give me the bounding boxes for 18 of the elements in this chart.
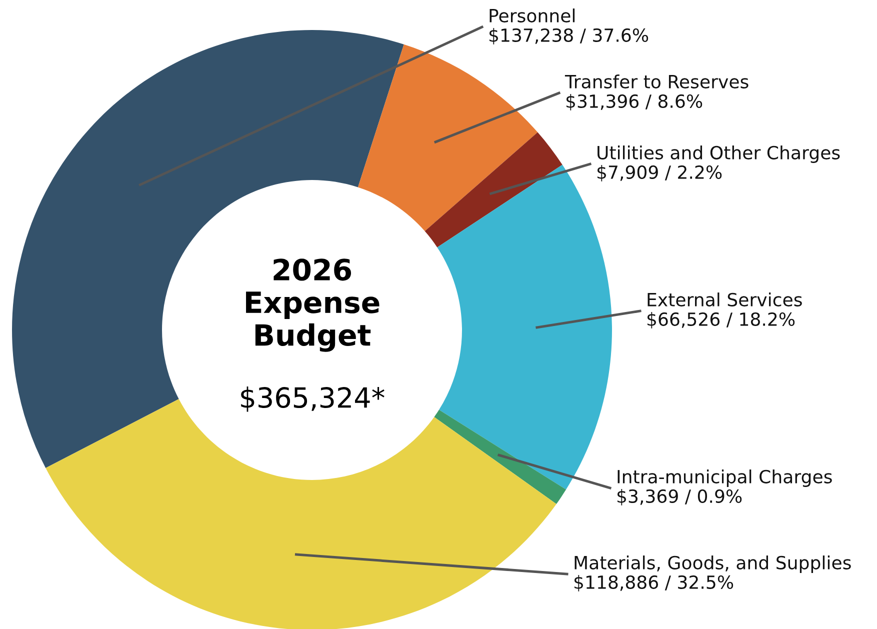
text: 2026 Expense Budget: [246, 258, 380, 352]
donut-slice: [424, 132, 562, 248]
slice-label: External Services: [648, 292, 802, 306]
data-label: $7,909 / 2.2%: [598, 165, 722, 182]
data-label: $3,369 / 0.9%: [618, 489, 742, 506]
data-label: $66,526 / 18.2%: [648, 312, 795, 328]
donut-slice: [358, 44, 538, 232]
data-label: $137,238 / 37.6%: [490, 28, 648, 44]
slice-label: Transfer to Reserves: [564, 74, 748, 88]
slice-label: Materials, Goods, and Supplies: [574, 555, 851, 573]
donut-slice: [434, 410, 566, 504]
slice-label: Personnel: [490, 8, 575, 22]
donut-slice: [12, 30, 404, 468]
slice-label: Utilities and Other Charges: [598, 145, 840, 163]
text: $365,324*: [241, 386, 384, 412]
slice-label: Intra-municipal Charges: [618, 469, 832, 487]
data-label: $31,396 / 8.6%: [566, 94, 702, 110]
data-label: $118,886 / 32.5%: [574, 575, 734, 592]
